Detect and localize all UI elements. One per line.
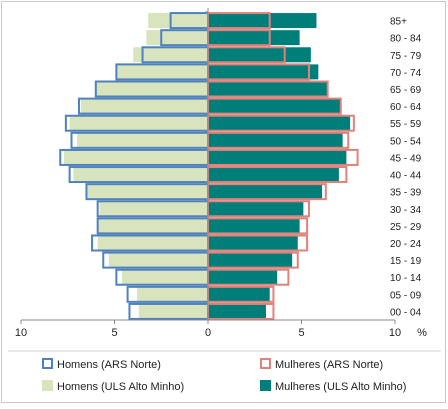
legend-item-1: Mulheres (ARS Norte)	[260, 358, 383, 371]
legend-swatch-0	[42, 358, 53, 369]
legend-label-3: Mulheres (ULS Alto Minho)	[275, 381, 406, 393]
x-tick-label-2: 0	[205, 327, 211, 339]
bar-mulheres-uls-alto-minho-11	[208, 115, 351, 131]
bar-mulheres-uls-alto-minho-17	[208, 13, 317, 29]
bar-mulheres-uls-alto-minho-10	[208, 132, 343, 148]
age-label-15: 75 - 79	[390, 51, 422, 62]
bar-mulheres-uls-alto-minho-2	[208, 269, 278, 285]
bar-homens-uls-alto-minho-5	[97, 218, 208, 234]
population-pyramid-chart: 00 - 04 05 - 09 10 - 14 15 - 19 20 - 24 25 - …	[8, 8, 441, 393]
legend-label-2: Homens (ULS Alto Minho)	[57, 381, 184, 393]
legend-label-1: Mulheres (ARS Norte)	[275, 359, 383, 371]
age-label-12: 60 - 64	[390, 102, 422, 113]
x-unit-label: %	[417, 327, 427, 339]
age-label-2: 10 - 14	[390, 273, 422, 284]
age-label-7: 35 - 39	[390, 188, 422, 199]
bar-homens-uls-alto-minho-3	[108, 252, 208, 268]
bar-homens-uls-alto-minho-0	[138, 303, 208, 319]
legend-swatch-1	[260, 358, 271, 369]
bar-mulheres-uls-alto-minho-9	[208, 149, 347, 165]
bar-mulheres-uls-alto-minho-3	[208, 252, 293, 268]
x-tick-label-0: 10	[15, 327, 27, 339]
bar-homens-uls-alto-minho-2	[121, 269, 208, 285]
age-label-4: 20 - 24	[390, 239, 422, 250]
x-tick-label-3: 5	[298, 327, 304, 339]
bar-mulheres-uls-alto-minho-6	[208, 201, 304, 217]
bar-mulheres-uls-alto-minho-0	[208, 303, 266, 319]
bar-mulheres-uls-alto-minho-5	[208, 218, 300, 234]
bar-homens-uls-alto-minho-14	[116, 64, 208, 80]
age-group-labels: 00 - 04 05 - 09 10 - 14 15 - 19 20 - 24 25 - …	[390, 17, 422, 319]
bar-mulheres-uls-alto-minho-4	[208, 235, 298, 251]
bar-homens-uls-alto-minho-8	[73, 167, 208, 183]
bar-homens-uls-alto-minho-15	[133, 47, 208, 63]
bar-homens-uls-alto-minho-16	[146, 30, 208, 46]
bar-homens-uls-alto-minho-12	[80, 98, 208, 114]
chart-frame: 00 - 04 05 - 09 10 - 14 15 - 19 20 - 24 25 - …	[1, 1, 446, 403]
bar-mulheres-uls-alto-minho-1	[208, 286, 270, 302]
age-label-17: 85+	[390, 17, 407, 28]
bar-homens-uls-alto-minho-9	[64, 149, 208, 165]
legend-swatch-2	[42, 380, 53, 391]
age-label-14: 70 - 74	[390, 68, 422, 79]
bar-homens-uls-alto-minho-17	[148, 13, 208, 29]
age-label-13: 65 - 69	[390, 85, 422, 96]
bar-homens-uls-alto-minho-13	[95, 81, 208, 97]
age-label-8: 40 - 44	[390, 171, 422, 182]
bars-layer	[59, 12, 359, 320]
bar-mulheres-uls-alto-minho-16	[208, 30, 300, 46]
legend-label-0: Homens (ARS Norte)	[57, 359, 161, 371]
bar-homens-uls-alto-minho-10	[77, 132, 208, 148]
legend-item-2: Homens (ULS Alto Minho)	[42, 380, 184, 393]
bar-mulheres-uls-alto-minho-7	[208, 184, 323, 200]
age-label-10: 50 - 54	[390, 136, 422, 147]
bar-mulheres-uls-alto-minho-15	[208, 47, 311, 63]
age-label-9: 45 - 49	[390, 153, 422, 164]
age-label-16: 80 - 84	[390, 34, 422, 45]
age-label-0: 00 - 04	[390, 307, 422, 318]
legend: Homens (ARS Norte) Mulheres (ARS Norte) Ho…	[42, 358, 406, 393]
bar-mulheres-uls-alto-minho-12	[208, 98, 341, 114]
bar-mulheres-uls-alto-minho-8	[208, 167, 339, 183]
x-tick-label-1: 5	[111, 327, 117, 339]
x-tick-labels: 10 5 0 5 10	[15, 327, 401, 339]
bar-homens-uls-alto-minho-11	[69, 115, 209, 131]
bar-mulheres-uls-alto-minho-14	[208, 64, 319, 80]
legend-item-0: Homens (ARS Norte)	[42, 358, 161, 371]
bar-homens-uls-alto-minho-7	[86, 184, 208, 200]
age-label-11: 55 - 59	[390, 119, 422, 130]
legend-swatch-3	[260, 380, 271, 391]
bar-homens-uls-alto-minho-4	[97, 235, 208, 251]
bar-homens-uls-alto-minho-1	[136, 286, 208, 302]
x-tick-label-4: 10	[389, 327, 401, 339]
bar-mulheres-uls-alto-minho-13	[208, 81, 328, 97]
age-label-1: 05 - 09	[390, 290, 422, 301]
age-label-6: 30 - 34	[390, 205, 422, 216]
axes-layer	[20, 8, 396, 324]
bar-homens-uls-alto-minho-6	[99, 201, 208, 217]
age-label-5: 25 - 29	[390, 222, 422, 233]
age-label-3: 15 - 19	[390, 256, 422, 267]
legend-item-3: Mulheres (ULS Alto Minho)	[260, 380, 406, 393]
